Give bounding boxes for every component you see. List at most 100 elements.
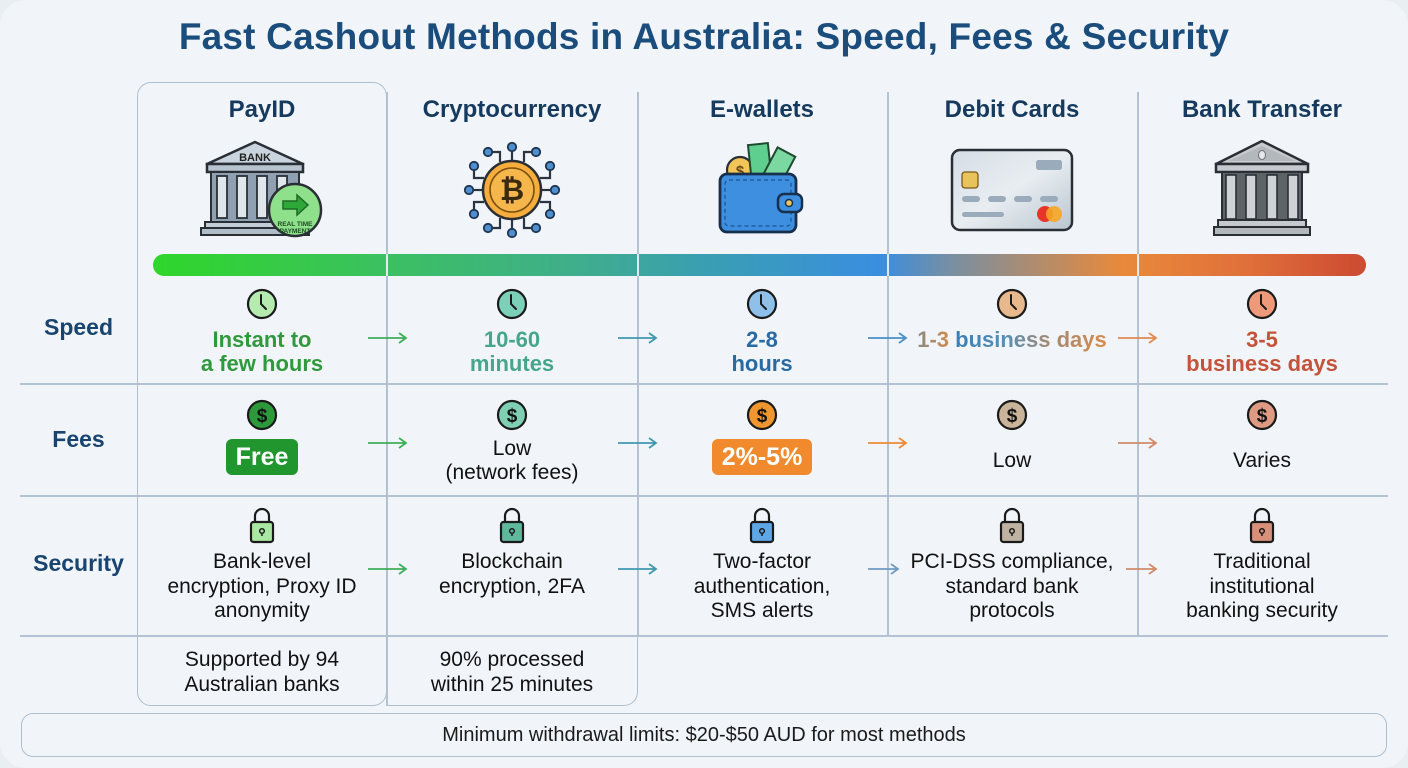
extra-note-line: Supported by 94 — [184, 648, 340, 671]
column-divider — [637, 92, 639, 637]
speed-cell-e-wallets: 2-8 hours — [637, 288, 887, 376]
svg-text:$: $ — [757, 406, 768, 427]
security-text-line: Blockchain — [461, 550, 563, 573]
column-header-bank-transfer: Bank Transfer — [1181, 96, 1343, 123]
security-text-line: SMS alerts — [710, 599, 814, 622]
column-header-payid: PayID — [228, 96, 296, 123]
fee-badge-percentage: 2%-5% — [711, 439, 813, 475]
column-header-debit-cards: Debit Cards — [944, 96, 1080, 123]
speed-value-line: 10-60 — [483, 327, 541, 352]
bank-realtime-payment-icon: BANK REAL TIME PAYMENT — [137, 138, 387, 242]
arrow-right-icon — [368, 563, 408, 575]
security-text-line: authentication, — [693, 574, 831, 598]
speed-value-line: business days — [1186, 351, 1338, 376]
speed-value-line: minutes — [469, 351, 555, 376]
speed-value-line: 2-8 — [746, 327, 778, 352]
svg-text:₿: ₿ — [500, 174, 524, 207]
speed-cell-payid: Instant to a few hours — [137, 288, 387, 376]
speed-value-line: 1-3 — [917, 327, 950, 352]
padlock-icon — [499, 507, 525, 544]
fees-cell-bank-transfer: $ Varies — [1137, 399, 1387, 473]
column-divider — [1137, 92, 1139, 637]
speed-cell-debit-cards: 1-3 business days — [887, 288, 1137, 352]
bar-divider — [637, 254, 639, 276]
speed-value-line: a few hours — [200, 351, 324, 376]
dollar-coin-icon: $ — [496, 399, 528, 431]
credit-card-icon — [887, 138, 1137, 242]
bar-divider — [887, 254, 889, 276]
column-divider — [887, 92, 889, 637]
svg-text:$: $ — [1257, 406, 1268, 427]
speed-value-line: Instant to — [212, 327, 312, 352]
arrow-right-icon — [618, 563, 658, 575]
arrow-right-icon — [1118, 332, 1158, 344]
speed-value-line: hours — [731, 351, 793, 376]
security-text-line: Two-factor — [712, 550, 811, 573]
arrow-right-icon — [368, 437, 408, 449]
row-label-speed: Speed — [43, 314, 114, 340]
column-header-cryptocurrency: Cryptocurrency — [422, 96, 602, 123]
security-cell-cryptocurrency: Blockchain encryption, 2FA — [387, 506, 637, 599]
row-divider — [20, 635, 1388, 637]
clock-icon — [746, 288, 778, 320]
clock-icon — [1246, 288, 1278, 320]
arrow-right-icon — [618, 437, 658, 449]
fee-value: Low — [992, 449, 1032, 472]
clock-icon — [496, 288, 528, 320]
fees-cell-debit-cards: $ Low — [887, 399, 1137, 473]
row-divider — [20, 383, 1388, 385]
footer-note: Minimum withdrawal limits: $20-$50 AUD f… — [21, 713, 1387, 757]
arrow-right-icon — [868, 437, 908, 449]
dollar-coin-icon: $ — [996, 399, 1028, 431]
wallet-cash-icon: $ — [637, 138, 887, 242]
extra-note-payid: Supported by 94 Australian banks — [137, 648, 387, 697]
svg-text:REAL TIME: REAL TIME — [278, 221, 314, 228]
fee-value: Varies — [1233, 449, 1291, 472]
row-label-security: Security — [33, 550, 124, 576]
fees-cell-payid: $ Free — [137, 399, 387, 475]
padlock-icon — [249, 507, 275, 544]
bar-divider — [1137, 254, 1139, 276]
arrow-right-icon — [618, 332, 658, 344]
fee-value-note: (network fees) — [445, 461, 579, 484]
bar-divider — [386, 254, 388, 276]
security-text-line: PCI-DSS compliance, — [910, 550, 1114, 573]
security-text-line: institutional — [1209, 574, 1315, 598]
padlock-icon — [749, 507, 775, 544]
fees-cell-e-wallets: $ 2%-5% — [637, 399, 887, 475]
speed-value-line: business days — [955, 327, 1107, 352]
arrow-right-icon — [368, 332, 408, 344]
speed-value-line: 3-5 — [1246, 327, 1278, 352]
bitcoin-circuit-icon: ₿ — [387, 138, 637, 242]
arrow-right-icon — [1126, 563, 1158, 575]
extra-note-line: within 25 minutes — [430, 672, 594, 696]
svg-text:$: $ — [1007, 406, 1018, 427]
security-text-line: banking security — [1186, 599, 1338, 622]
security-cell-e-wallets: Two-factor authentication, SMS alerts — [637, 506, 887, 624]
security-text-line: Bank-level — [212, 550, 312, 573]
padlock-icon — [999, 507, 1025, 544]
security-text-line: encryption, 2FA — [439, 574, 585, 598]
page-title: Fast Cashout Methods in Australia: Speed… — [178, 16, 1230, 57]
svg-text:$: $ — [736, 163, 745, 180]
svg-text:PAYMENT: PAYMENT — [280, 228, 311, 235]
arrow-right-icon — [868, 563, 900, 575]
speed-cell-cryptocurrency: 10-60 minutes — [387, 288, 637, 376]
extra-note-line: 90% processed — [439, 648, 585, 671]
padlock-icon — [1249, 507, 1275, 544]
svg-text:$: $ — [507, 406, 518, 427]
svg-text:$: $ — [257, 406, 268, 427]
fee-badge-free: Free — [225, 439, 299, 475]
clock-icon — [246, 288, 278, 320]
security-cell-debit-cards: PCI-DSS compliance, standard bank protoc… — [887, 506, 1137, 624]
dollar-coin-icon: $ — [246, 399, 278, 431]
bank-building-icon — [1137, 138, 1387, 242]
column-header-e-wallets: E-wallets — [709, 96, 815, 123]
security-text-line: anonymity — [214, 599, 310, 622]
extra-note-cryptocurrency: 90% processed within 25 minutes — [387, 648, 637, 697]
svg-text:BANK: BANK — [239, 152, 271, 164]
row-divider — [20, 495, 1388, 497]
security-text-line: protocols — [969, 599, 1055, 622]
fees-cell-cryptocurrency: $ Low (network fees) — [387, 399, 637, 485]
